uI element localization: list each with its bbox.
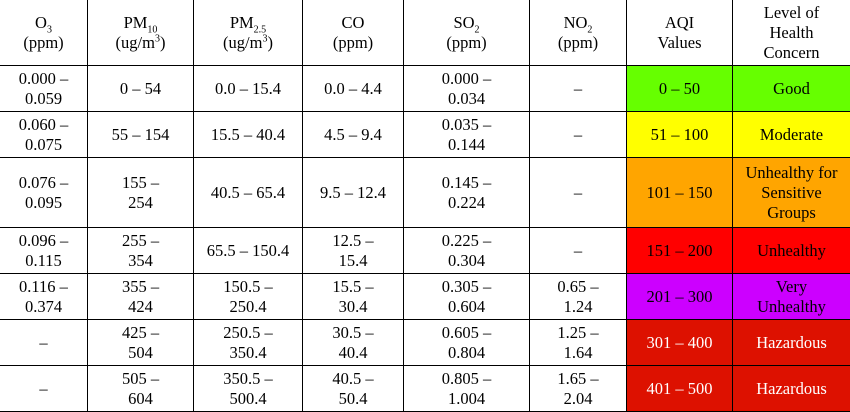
cell-no2: 1.25 –1.64 <box>530 320 627 366</box>
cell-o3: – <box>0 366 88 412</box>
cell-co: 0.0 – 4.4 <box>303 66 404 112</box>
cell-so2: 0.225 –0.304 <box>404 228 530 274</box>
cell-so2: 0.605 –0.804 <box>404 320 530 366</box>
cell-so2: 0.805 –1.004 <box>404 366 530 412</box>
header-so2: SO2 (ppm) <box>404 0 530 66</box>
cell-so2: 0.035 –0.144 <box>404 112 530 158</box>
cell-pm10: 505 –604 <box>88 366 194 412</box>
cell-pm10: 425 –504 <box>88 320 194 366</box>
header-row: O3 (ppm) PM10 (ug/m3) PM2.5 (ug/m3) CO (… <box>0 0 850 66</box>
cell-level: Moderate <box>733 112 850 158</box>
cell-aqi: 301 – 400 <box>627 320 733 366</box>
cell-level: Hazardous <box>733 320 850 366</box>
cell-level: Unhealthy <box>733 228 850 274</box>
cell-o3: 0.000 –0.059 <box>0 66 88 112</box>
cell-pm10: 0 – 54 <box>88 66 194 112</box>
cell-pm25: 350.5 –500.4 <box>194 366 303 412</box>
cell-o3: 0.060 –0.075 <box>0 112 88 158</box>
cell-co: 40.5 –50.4 <box>303 366 404 412</box>
cell-aqi: 101 – 150 <box>627 158 733 228</box>
header-pm25: PM2.5 (ug/m3) <box>194 0 303 66</box>
cell-so2: 0.000 –0.034 <box>404 66 530 112</box>
cell-aqi: 201 – 300 <box>627 274 733 320</box>
cell-pm25: 150.5 –250.4 <box>194 274 303 320</box>
cell-no2: – <box>530 228 627 274</box>
cell-co: 4.5 – 9.4 <box>303 112 404 158</box>
cell-aqi: 151 – 200 <box>627 228 733 274</box>
cell-pm25: 65.5 – 150.4 <box>194 228 303 274</box>
header-pm10: PM10 (ug/m3) <box>88 0 194 66</box>
cell-no2: 1.65 –2.04 <box>530 366 627 412</box>
cell-o3: 0.116 –0.374 <box>0 274 88 320</box>
cell-co: 30.5 –40.4 <box>303 320 404 366</box>
cell-no2: 0.65 –1.24 <box>530 274 627 320</box>
cell-aqi: 51 – 100 <box>627 112 733 158</box>
cell-co: 15.5 –30.4 <box>303 274 404 320</box>
cell-o3: – <box>0 320 88 366</box>
cell-pm25: 15.5 – 40.4 <box>194 112 303 158</box>
header-o3: O3 (ppm) <box>0 0 88 66</box>
cell-co: 9.5 – 12.4 <box>303 158 404 228</box>
cell-so2: 0.145 –0.224 <box>404 158 530 228</box>
header-aqi: AQI Values <box>627 0 733 66</box>
cell-so2: 0.305 –0.604 <box>404 274 530 320</box>
cell-o3: 0.076 –0.095 <box>0 158 88 228</box>
cell-no2: – <box>530 112 627 158</box>
cell-no2: – <box>530 158 627 228</box>
cell-aqi: 0 – 50 <box>627 66 733 112</box>
cell-pm25: 250.5 –350.4 <box>194 320 303 366</box>
cell-pm10: 355 –424 <box>88 274 194 320</box>
cell-pm10: 155 –254 <box>88 158 194 228</box>
header-co: CO (ppm) <box>303 0 404 66</box>
cell-aqi: 401 – 500 <box>627 366 733 412</box>
header-no2: NO2 (ppm) <box>530 0 627 66</box>
cell-no2: – <box>530 66 627 112</box>
cell-level: Good <box>733 66 850 112</box>
cell-o3: 0.096 –0.115 <box>0 228 88 274</box>
cell-level: Hazardous <box>733 366 850 412</box>
cell-pm25: 0.0 – 15.4 <box>194 66 303 112</box>
cell-pm10: 55 – 154 <box>88 112 194 158</box>
header-level: Level of Health Concern <box>733 0 850 66</box>
cell-co: 12.5 –15.4 <box>303 228 404 274</box>
cell-pm10: 255 –354 <box>88 228 194 274</box>
cell-pm25: 40.5 – 65.4 <box>194 158 303 228</box>
